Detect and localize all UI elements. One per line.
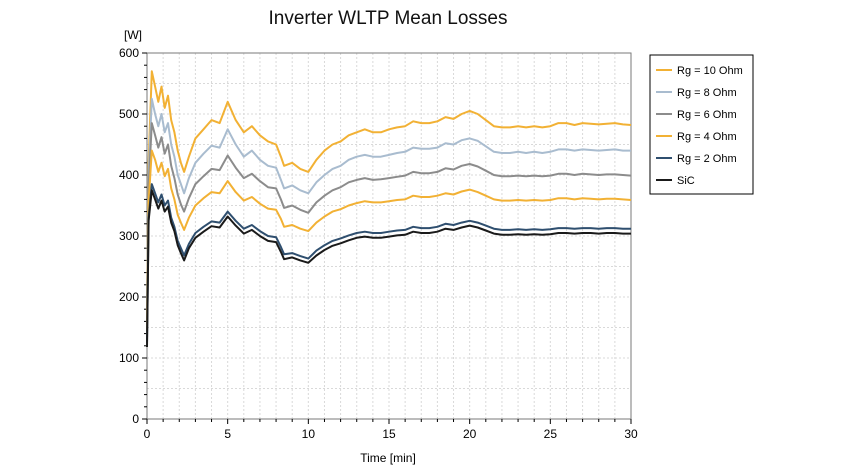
series-lines (146, 70, 632, 348)
y-tick-label: 100 (119, 351, 139, 365)
x-tick-label: 20 (463, 427, 477, 441)
y-tick-label: 600 (119, 46, 139, 60)
legend-box (649, 54, 754, 195)
legend-label: Rg = 10 Ohm (677, 65, 743, 77)
series-line-6 (146, 189, 631, 348)
y-tick-label: 500 (119, 107, 139, 121)
legend-label: Rg = 8 Ohm (677, 87, 737, 99)
axes: 0 100 200 300 400 500 600 0 5 10 15 20 25 30 (119, 46, 638, 441)
x-tick-label: 15 (382, 427, 396, 441)
x-tick-label: 10 (302, 427, 316, 441)
x-tick-label: 0 (144, 427, 151, 441)
legend: Rg = 10 Ohm Rg = 8 Ohm Rg = 6 Ohm Rg = 4 Oh… (649, 54, 754, 195)
x-tick-label: 30 (624, 427, 638, 441)
chart-title: Inverter WLTP Mean Losses (268, 8, 507, 29)
y-tick-label: 0 (132, 412, 139, 426)
legend-label: Rg = 4 Ohm (677, 131, 737, 143)
y-axis-label: [W] (124, 28, 142, 42)
y-tick-label: 400 (119, 168, 139, 182)
series-line-4 (146, 149, 632, 331)
y-tick-label: 200 (119, 290, 139, 304)
series-line-5 (146, 183, 631, 343)
legend-label: Rg = 6 Ohm (677, 109, 737, 121)
legend-label: Rg = 2 Ohm (677, 153, 737, 165)
y-tick-label: 300 (119, 229, 139, 243)
x-tick-label: 5 (224, 427, 231, 441)
series-line-3 (146, 122, 632, 325)
x-tick-label: 25 (544, 427, 558, 441)
series-line-2 (146, 97, 631, 319)
series-line-1 (146, 70, 632, 313)
legend-label: SiC (677, 175, 695, 187)
x-axis-label: Time [min] (360, 451, 416, 465)
